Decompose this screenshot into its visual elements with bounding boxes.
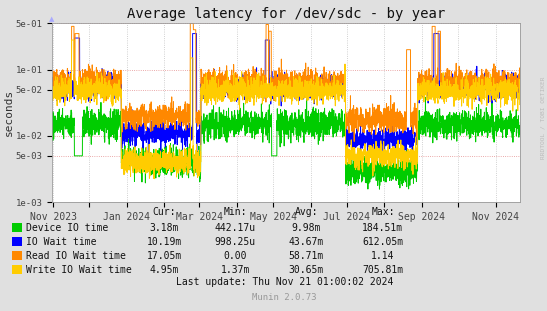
Text: Munin 2.0.73: Munin 2.0.73 <box>252 293 317 302</box>
Text: 3.18m: 3.18m <box>149 223 179 233</box>
Text: 442.17u: 442.17u <box>214 223 256 233</box>
Text: 1.37m: 1.37m <box>220 265 250 275</box>
Y-axis label: seconds: seconds <box>4 89 14 136</box>
Text: 1.14: 1.14 <box>371 251 394 261</box>
Text: 705.81m: 705.81m <box>362 265 404 275</box>
Text: Write IO Wait time: Write IO Wait time <box>26 265 132 275</box>
Text: 17.05m: 17.05m <box>147 251 182 261</box>
Text: Cur:: Cur: <box>153 207 176 216</box>
Title: Average latency for /dev/sdc - by year: Average latency for /dev/sdc - by year <box>127 7 445 21</box>
Text: Min:: Min: <box>224 207 247 216</box>
Text: 0.00: 0.00 <box>224 251 247 261</box>
Text: ▲: ▲ <box>49 16 55 22</box>
Text: 10.19m: 10.19m <box>147 237 182 247</box>
Text: Read IO Wait time: Read IO Wait time <box>26 251 126 261</box>
Text: Last update: Thu Nov 21 01:00:02 2024: Last update: Thu Nov 21 01:00:02 2024 <box>176 276 393 286</box>
Text: 998.25u: 998.25u <box>214 237 256 247</box>
Text: Max:: Max: <box>371 207 394 216</box>
Text: 30.65m: 30.65m <box>289 265 324 275</box>
Text: RRDTOOL / TOBI OETIKER: RRDTOOL / TOBI OETIKER <box>541 77 546 160</box>
Text: Avg:: Avg: <box>295 207 318 216</box>
Text: 43.67m: 43.67m <box>289 237 324 247</box>
Text: 612.05m: 612.05m <box>362 237 404 247</box>
Text: IO Wait time: IO Wait time <box>26 237 97 247</box>
Text: 58.71m: 58.71m <box>289 251 324 261</box>
Text: 184.51m: 184.51m <box>362 223 404 233</box>
Text: 4.95m: 4.95m <box>149 265 179 275</box>
Text: Device IO time: Device IO time <box>26 223 108 233</box>
Text: 9.98m: 9.98m <box>292 223 321 233</box>
